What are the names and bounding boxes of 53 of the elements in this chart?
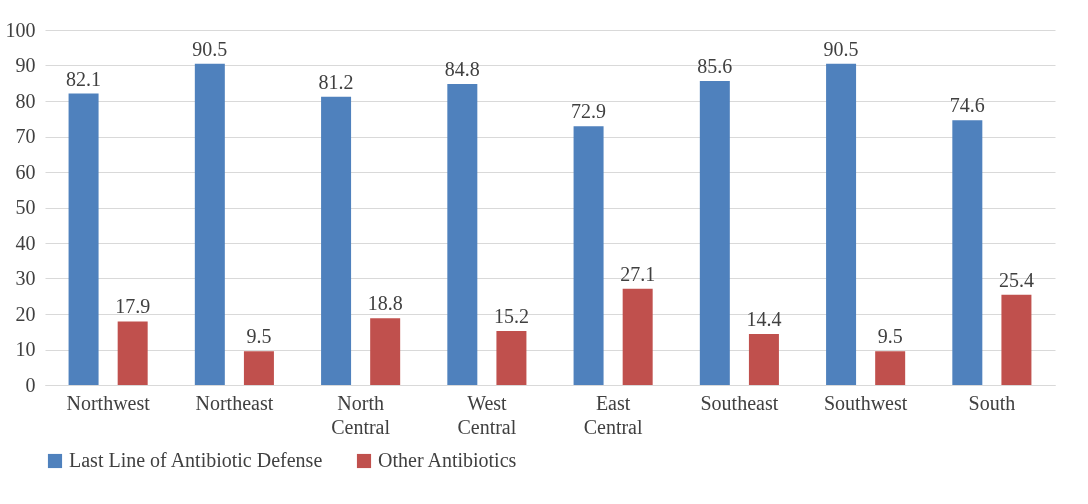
data-label: 15.2 — [493, 305, 529, 328]
data-label: 18.8 — [367, 292, 403, 315]
bar — [370, 318, 401, 385]
y-tick-label: 10 — [15, 338, 36, 360]
y-tick-label: 40 — [15, 231, 36, 254]
data-label: 9.5 — [877, 325, 903, 348]
y-tick-label: 100 — [5, 18, 36, 41]
data-label: 84.8 — [444, 57, 480, 80]
y-tick-label: 20 — [15, 302, 36, 325]
bar — [1001, 294, 1032, 385]
bar — [321, 96, 352, 385]
x-tick-label: North Central — [331, 391, 391, 438]
data-label: 14.4 — [746, 307, 782, 330]
legend-label: Last Line of Antibiotic Defense — [69, 449, 323, 471]
y-tick-label: 80 — [15, 89, 36, 112]
bar — [952, 120, 983, 385]
bar — [622, 288, 653, 385]
data-label: 90.5 — [823, 37, 859, 60]
bar — [826, 63, 857, 385]
bar — [573, 126, 604, 385]
data-label: 90.5 — [192, 37, 228, 60]
y-tick-label: 50 — [15, 196, 36, 218]
bar — [748, 333, 779, 385]
bar — [447, 83, 478, 385]
data-label: 25.4 — [998, 268, 1034, 291]
data-label: 85.6 — [697, 55, 733, 78]
data-label: 81.2 — [318, 70, 354, 93]
bar — [68, 93, 99, 385]
bar — [699, 81, 730, 385]
bar — [117, 321, 148, 385]
data-label: 27.1 — [620, 262, 656, 285]
x-tick-label: Southeast — [700, 391, 779, 414]
x-tick-label: Northwest — [66, 391, 151, 414]
bar — [243, 351, 274, 385]
y-tick-label: 30 — [15, 267, 36, 289]
data-label: 82.1 — [66, 67, 102, 90]
y-tick-label: 0 — [25, 373, 36, 396]
data-label: 9.5 — [246, 325, 272, 348]
legend-label: Other Antibiotics — [378, 449, 517, 471]
bar — [496, 331, 527, 385]
data-label: 74.6 — [949, 94, 985, 117]
x-tick-label: West Central — [457, 391, 517, 438]
y-tick-label: 70 — [15, 125, 36, 147]
y-tick-label: 90 — [15, 54, 36, 76]
x-tick-label: East Central — [583, 391, 643, 438]
data-label: 72.9 — [571, 100, 607, 123]
x-tick-label: Southwest — [823, 391, 908, 414]
data-label: 17.9 — [115, 295, 151, 318]
x-tick-label: Northeast — [195, 391, 274, 414]
bar — [194, 63, 225, 385]
y-tick-label: 60 — [15, 160, 36, 183]
x-tick-label: South — [968, 391, 1016, 414]
bar — [875, 351, 906, 385]
